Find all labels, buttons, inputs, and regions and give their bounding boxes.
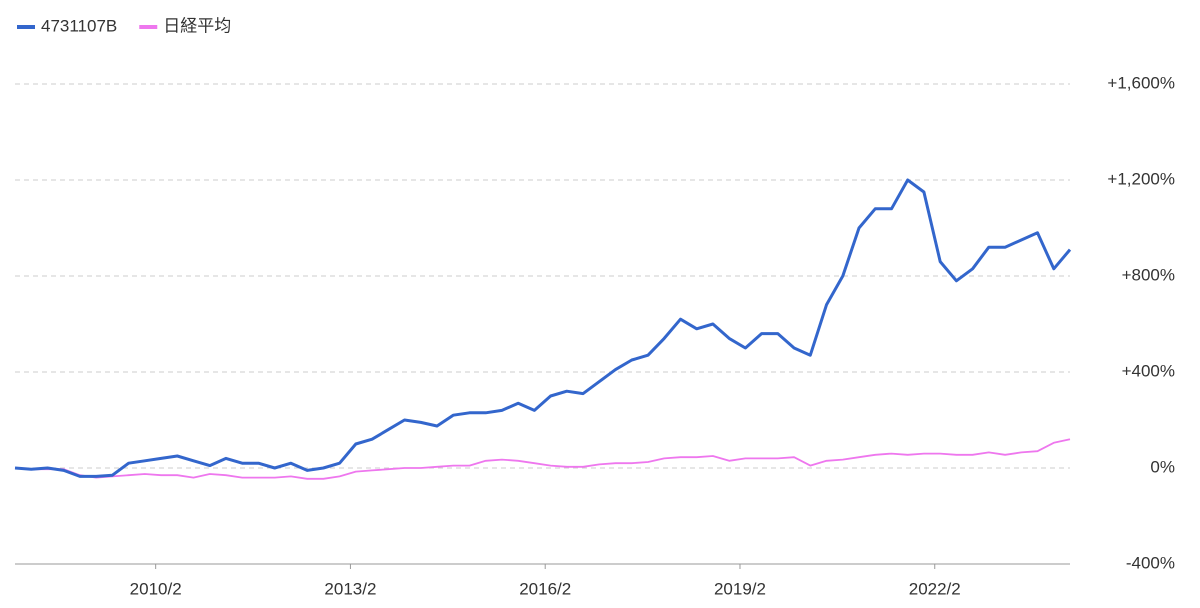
x-tick-label: 2019/2	[714, 579, 766, 598]
y-tick-label: +1,600%	[1107, 73, 1175, 92]
y-tick-label: +1,200%	[1107, 169, 1175, 188]
x-tick-label: 2022/2	[909, 579, 961, 598]
legend-label[interactable]: 日経平均	[163, 16, 231, 35]
y-tick-label: +400%	[1122, 361, 1175, 380]
x-tick-label: 2010/2	[130, 579, 182, 598]
y-tick-label: 0%	[1150, 457, 1175, 476]
series-line	[14, 438, 1071, 480]
y-tick-label: -400%	[1126, 553, 1175, 572]
legend-label[interactable]: 4731107B	[41, 16, 117, 35]
y-tick-label: +800%	[1122, 265, 1175, 284]
series-line	[14, 178, 1072, 478]
x-tick-label: 2013/2	[324, 579, 376, 598]
x-tick-label: 2016/2	[519, 579, 571, 598]
